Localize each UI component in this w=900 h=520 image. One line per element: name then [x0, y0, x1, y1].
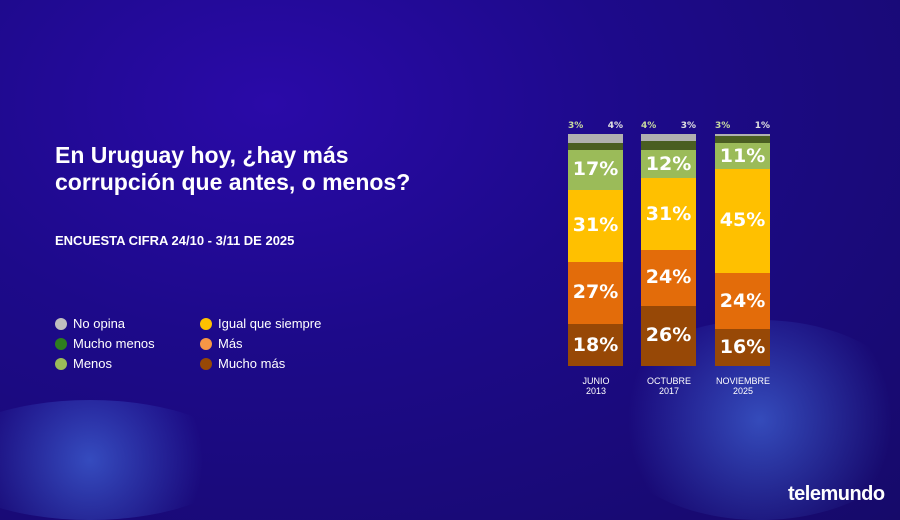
small-value-labels: 3% 1% — [715, 120, 770, 132]
legend-swatch — [55, 317, 67, 330]
bar-segment: 45% — [715, 168, 770, 274]
data-label: 24% — [645, 266, 692, 289]
x-tick-label: OCTUBRE 2017 — [646, 376, 691, 396]
telemundo-logo: telemundo — [788, 483, 885, 505]
legend-label: Más — [218, 336, 243, 351]
data-label: 31% — [645, 202, 692, 225]
bar-segment: 31% — [568, 189, 623, 262]
legend-item: Mucho menos — [55, 336, 155, 351]
data-label: 12% — [645, 152, 692, 175]
legend-label: Menos — [73, 356, 113, 371]
legend-label: Mucho más — [218, 356, 286, 371]
bar-segment: 24% — [715, 273, 770, 329]
bar-segment — [641, 140, 696, 151]
bar-stack: 26% 24% 31% 12% 4% 3% — [641, 121, 696, 366]
bar-segment — [715, 136, 770, 144]
data-label: 18% — [572, 333, 619, 356]
bar-segment: 31% — [641, 178, 696, 250]
bar-segment: 27% — [568, 261, 623, 325]
legend-item: Igual que siempre — [200, 316, 321, 331]
bar-stack: 18% 27% 31% 17% 3% 4% — [568, 121, 623, 366]
data-label: 11% — [719, 144, 766, 167]
background-glow — [0, 400, 240, 520]
legend-swatch — [55, 337, 67, 350]
legend-item: Mucho más — [200, 356, 285, 371]
bar-segment: 24% — [641, 250, 696, 306]
bar-segment: 17% — [568, 150, 623, 190]
legend-swatch — [200, 337, 212, 350]
data-label: 4% — [641, 121, 657, 131]
data-label: 45% — [719, 209, 766, 232]
data-label: 31% — [572, 214, 619, 237]
x-tick-label: JUNIO 2013 — [582, 376, 610, 396]
bar-stack: 16% 24% 45% 11% 3% 1% — [715, 121, 770, 366]
data-label: 3% — [680, 121, 696, 131]
data-label: 26% — [645, 324, 692, 347]
legend-item: Más — [200, 336, 243, 351]
bar-segment — [715, 134, 770, 137]
legend-swatch — [55, 357, 67, 370]
data-label: 27% — [572, 281, 619, 304]
bar-segment: 16% — [715, 328, 770, 366]
data-label: 16% — [719, 335, 766, 358]
legend-label: Igual que siempre — [218, 316, 322, 331]
data-label: 1% — [754, 121, 770, 131]
data-label: 3% — [715, 121, 731, 131]
chart-subtitle: ENCUESTA CIFRA 24/10 - 3/11 DE 2025 — [55, 233, 295, 248]
small-value-labels: 3% 4% — [568, 120, 623, 132]
bar-segment: 12% — [641, 150, 696, 179]
legend-label: No opina — [73, 316, 126, 331]
bar-segment: 18% — [568, 324, 623, 366]
data-label: 4% — [607, 121, 623, 131]
legend-swatch — [200, 357, 212, 370]
small-value-labels: 4% 3% — [641, 120, 696, 132]
bar-segment: 11% — [715, 143, 770, 169]
legend-item: No opina — [55, 316, 125, 331]
chart-title: En Uruguay hoy, ¿hay más corrupción que … — [55, 142, 411, 195]
data-label: 24% — [719, 289, 766, 312]
bar-segment: 26% — [641, 305, 696, 366]
bar-segment — [641, 134, 696, 141]
bar-segment — [568, 143, 623, 151]
x-tick-label: NOVIEMBRE 2025 — [715, 376, 770, 396]
data-label: 3% — [568, 121, 584, 131]
legend-swatch — [200, 317, 212, 330]
legend-item: Menos — [55, 356, 112, 371]
data-label: 17% — [572, 158, 619, 181]
bar-segment — [568, 134, 623, 144]
legend-label: Mucho menos — [73, 336, 155, 351]
